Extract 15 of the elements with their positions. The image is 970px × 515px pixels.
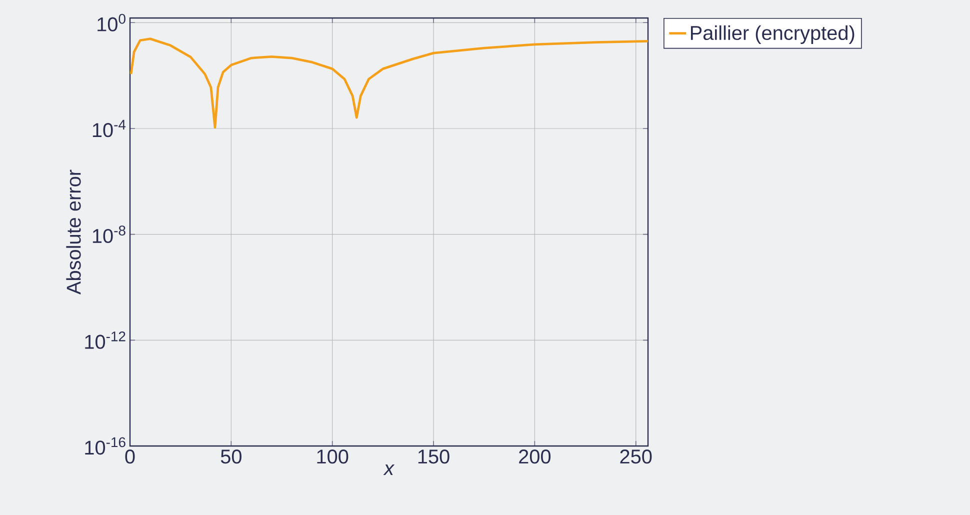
y-tick-label: 10$^{-8}$ xyxy=(92,226,126,244)
y-tick-label: 10$^{0}$ xyxy=(98,14,126,32)
y-tick-label: 10$^{-16}$ xyxy=(85,437,126,455)
x-tick-label: 50 xyxy=(220,450,242,464)
x-tick-label: 0 xyxy=(125,450,135,464)
y-tick-label: 10$^{-4}$ xyxy=(92,120,126,138)
legend-label: Paillier (encrypted) xyxy=(690,25,854,44)
y-tick-label: 10$^{-12}$ xyxy=(85,331,126,349)
line-series xyxy=(130,38,648,129)
y-axis-title: Absolute error xyxy=(66,170,81,295)
x-tick-label: 150 xyxy=(418,450,450,464)
x-tick-label: 100 xyxy=(317,450,348,464)
x-tick-label: 250 xyxy=(620,450,652,464)
x-axis-title: x xyxy=(383,464,395,475)
x-tick-label: 200 xyxy=(519,450,551,464)
